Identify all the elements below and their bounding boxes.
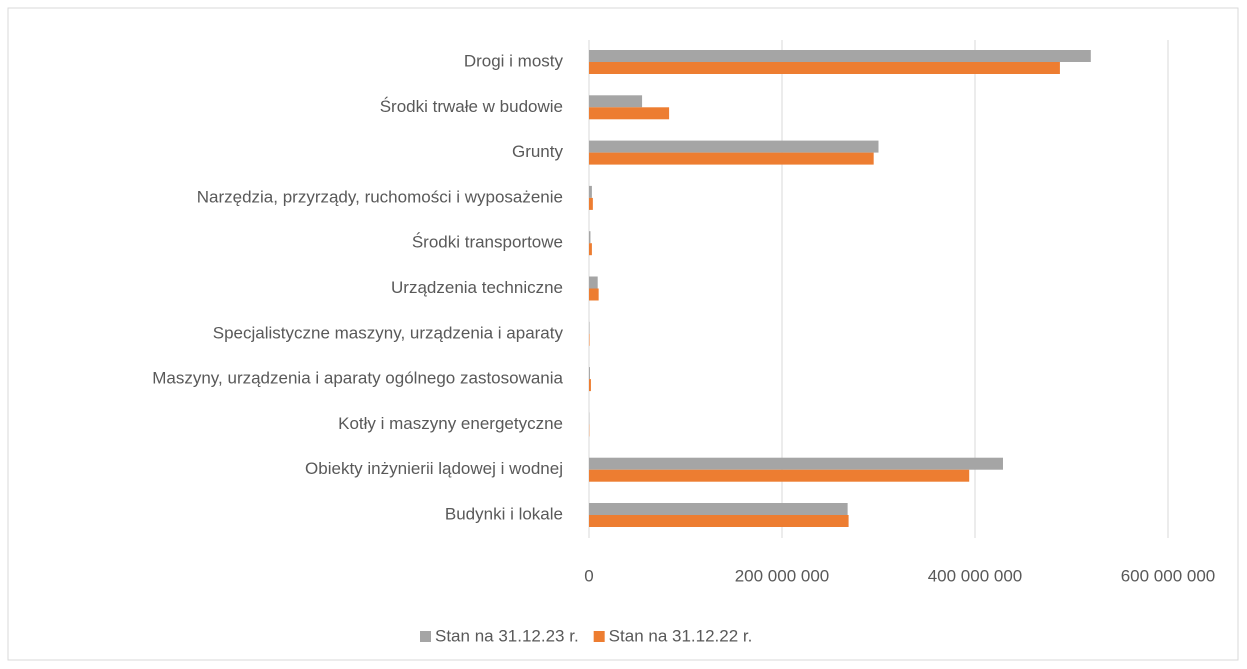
y-tick-label: Maszyny, urządzenia i aparaty ogólnego z…: [152, 369, 563, 388]
x-tick-label: 400 000 000: [928, 566, 1023, 585]
bar: [589, 140, 879, 153]
y-tick-label: Kotły i maszyny energetyczne: [338, 414, 563, 433]
x-tick-label: 0: [584, 566, 593, 585]
legend-swatch: [420, 631, 431, 642]
legend-label: Stan na 31.12.23 r.: [435, 626, 579, 645]
y-tick-label: Grunty: [512, 142, 564, 161]
bar: [589, 457, 1003, 470]
bar: [589, 288, 599, 301]
bar: [589, 62, 1060, 74]
bar: [589, 231, 591, 244]
y-tick-label: Drogi i mosty: [464, 51, 564, 70]
legend-swatch: [593, 631, 605, 642]
legend-label: Stan na 31.12.22 r.: [609, 626, 753, 645]
bar: [589, 503, 848, 515]
y-tick-label: Środki transportowe: [412, 233, 563, 252]
bar: [589, 379, 591, 392]
y-tick-label: Urządzenia techniczne: [391, 278, 563, 297]
y-tick-label: Narzędzia, przyrządy, ruchomości i wypos…: [197, 187, 563, 206]
bar: [589, 276, 598, 289]
bar: [589, 107, 670, 120]
bar: [589, 152, 874, 165]
bar: [589, 469, 970, 482]
x-tick-label: 200 000 000: [735, 566, 830, 585]
y-tick-label: Obiekty inżynierii lądowej i wodnej: [305, 459, 563, 478]
bar: [589, 197, 593, 210]
y-tick-label: Specjalistyczne maszyny, urządzenia i ap…: [213, 323, 564, 342]
bar: [589, 243, 592, 256]
bar: [589, 515, 849, 527]
bar: [589, 95, 643, 108]
bar: [589, 50, 1091, 62]
bar: [589, 185, 592, 198]
x-tick-label: 600 000 000: [1121, 566, 1216, 585]
y-tick-label: Budynki i lokale: [445, 504, 563, 523]
y-tick-label: Środki trwałe w budowie: [380, 97, 563, 116]
bar: [589, 367, 590, 380]
